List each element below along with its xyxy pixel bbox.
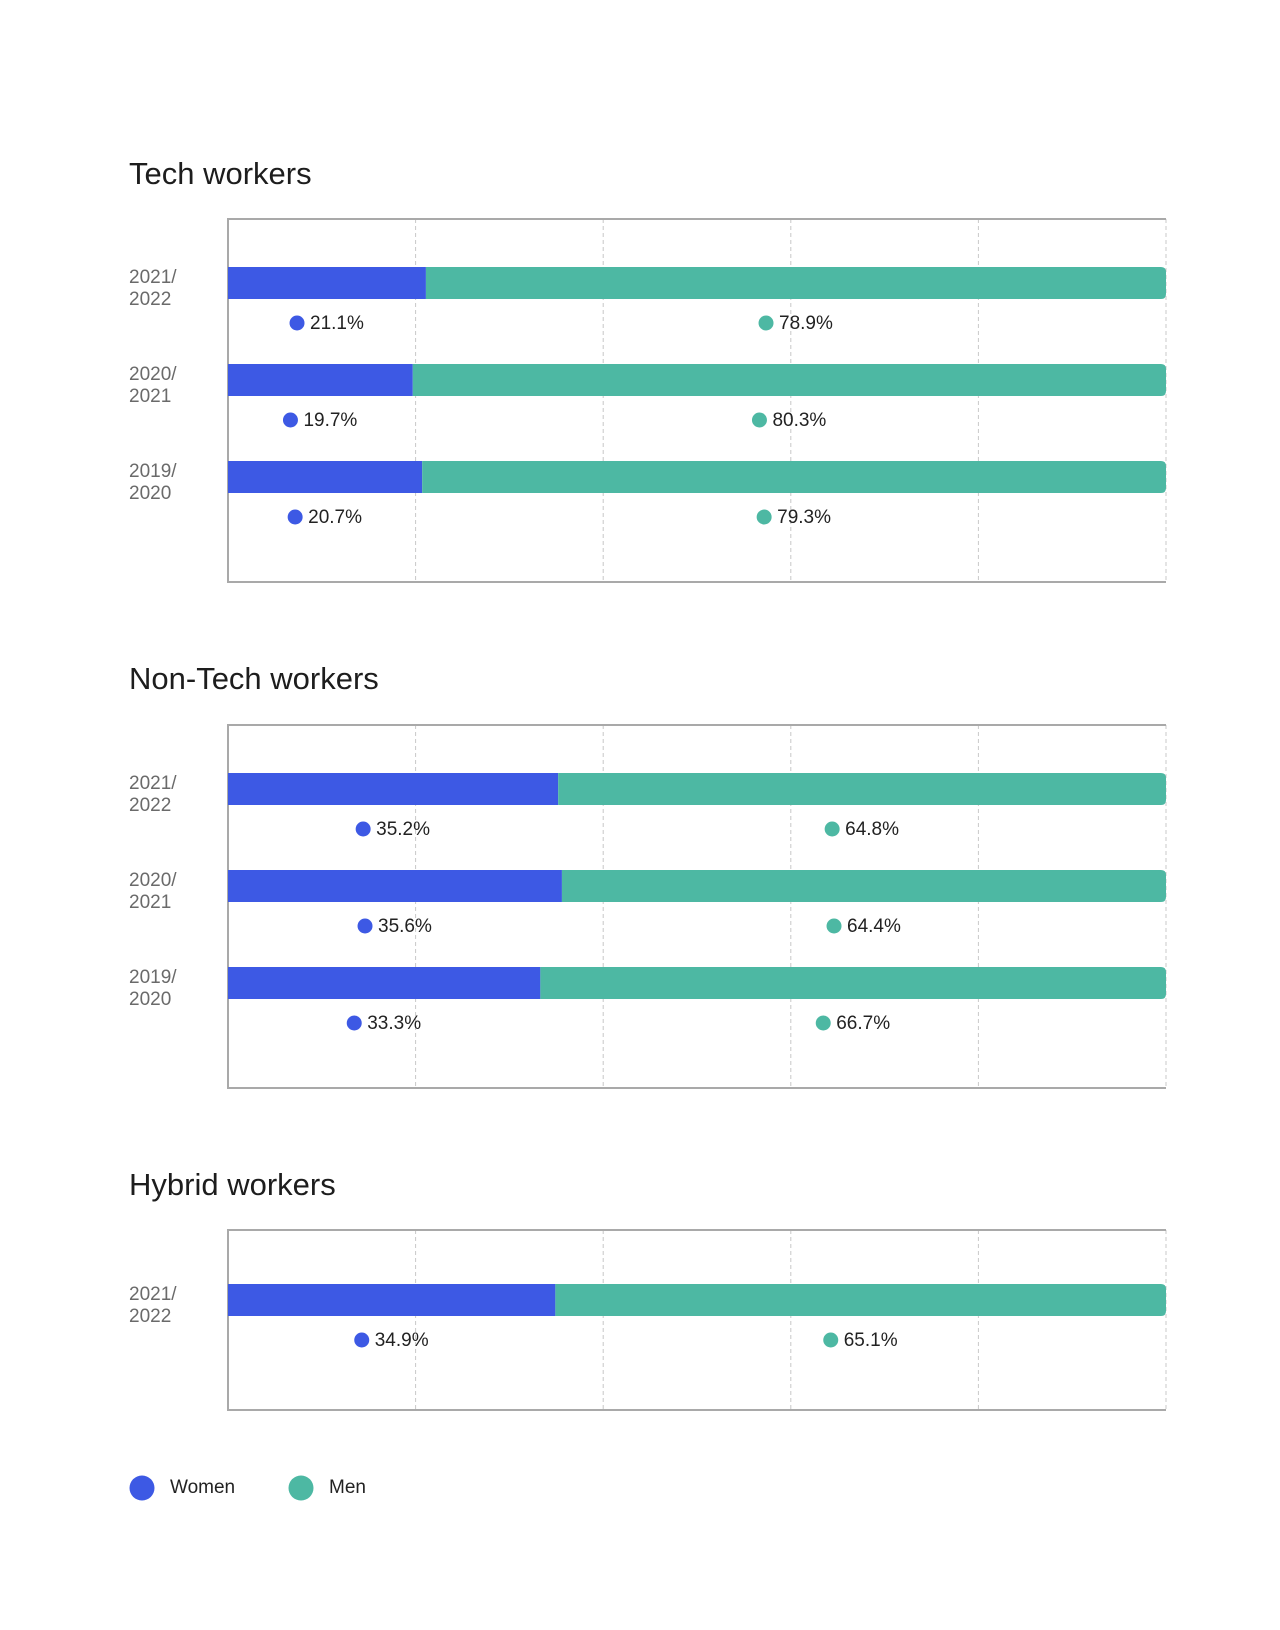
label-dot	[823, 1332, 839, 1348]
bar-segment	[422, 461, 1166, 493]
value-label: 34.9%	[375, 1330, 429, 1351]
bar-segment	[561, 870, 1166, 902]
bar-segment	[412, 364, 1166, 396]
label-dot	[815, 1015, 831, 1031]
value-label: 65.1%	[844, 1330, 898, 1351]
bar-segment	[228, 461, 423, 493]
value-label: 78.9%	[779, 313, 833, 334]
bar-segment	[555, 1284, 1166, 1316]
category-label: 2019/2020	[129, 967, 177, 1010]
legend-label: Men	[329, 1477, 366, 1498]
label-dot	[756, 509, 772, 525]
bar-segment	[228, 967, 541, 999]
label-dot	[758, 315, 774, 331]
value-label: 33.3%	[367, 1013, 421, 1034]
label-dot	[357, 918, 373, 934]
plot-frame	[227, 724, 1166, 1089]
category-label: 2021/2022	[129, 773, 177, 816]
value-label: 66.7%	[836, 1013, 890, 1034]
label-dot	[355, 821, 371, 837]
chart-title: Non-Tech workers	[129, 661, 379, 696]
label-dot	[289, 315, 305, 331]
plot-frame	[227, 218, 1166, 583]
value-label: 64.4%	[847, 916, 901, 937]
label-dot	[824, 821, 840, 837]
plot-frame	[227, 1229, 1166, 1411]
value-label: 21.1%	[310, 313, 364, 334]
label-dot	[826, 918, 842, 934]
bar-segment	[425, 267, 1167, 299]
value-label: 64.8%	[845, 819, 899, 840]
value-label: 35.2%	[376, 819, 430, 840]
label-dot	[751, 412, 767, 428]
bar-segment	[540, 967, 1166, 999]
value-label: 20.7%	[308, 507, 362, 528]
value-label: 19.7%	[303, 410, 357, 431]
bar-segment	[228, 870, 562, 902]
legend-marker	[288, 1475, 314, 1501]
value-label: 79.3%	[777, 507, 831, 528]
value-label: 80.3%	[772, 410, 826, 431]
label-dot	[346, 1015, 362, 1031]
category-label: 2020/2021	[129, 870, 177, 913]
bar-segment	[228, 267, 426, 299]
label-dot	[287, 509, 303, 525]
category-label: 2021/2022	[129, 267, 177, 310]
bar-segment	[228, 773, 559, 805]
category-label: 2020/2021	[129, 364, 177, 407]
label-dot	[282, 412, 298, 428]
chart-title: Tech workers	[129, 156, 312, 191]
label-dot	[354, 1332, 370, 1348]
chart-title: Hybrid workers	[129, 1167, 336, 1202]
legend-label: Women	[170, 1477, 236, 1498]
bar-segment	[228, 1284, 556, 1316]
value-label: 35.6%	[378, 916, 432, 937]
bar-segment	[558, 773, 1166, 805]
category-label: 2019/2020	[129, 461, 177, 504]
legend-marker	[129, 1475, 155, 1501]
bar-segment	[228, 364, 413, 396]
category-label: 2021/2022	[129, 1284, 177, 1327]
